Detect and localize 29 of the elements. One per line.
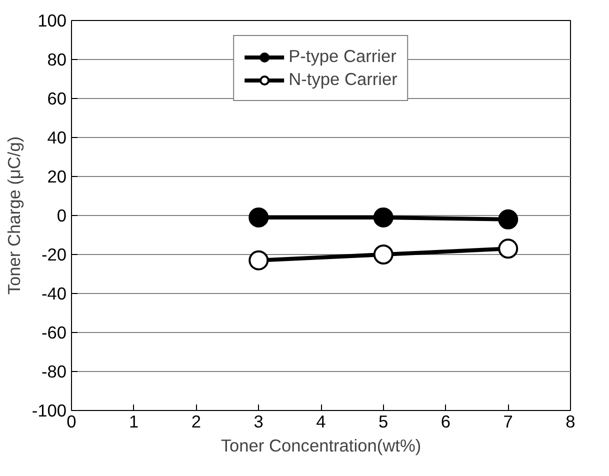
y-tick-label: -100 — [32, 400, 67, 420]
y-tick-label: -40 — [41, 284, 66, 304]
legend-label: N-type Carrier — [288, 69, 398, 90]
point — [248, 250, 269, 270]
x-axis-title: Toner Concentration(wt%) — [220, 436, 422, 456]
y-tick-label: 80 — [47, 50, 67, 70]
legend-label: P-type Carrier — [288, 46, 396, 67]
point — [248, 207, 269, 228]
x-tick-label: 6 — [440, 412, 451, 432]
y-tick-label: 100 — [38, 10, 67, 30]
x-tick-label: 3 — [254, 412, 264, 432]
x-tick-label: 1 — [129, 412, 139, 432]
point — [498, 209, 518, 230]
y-tick-label: -80 — [41, 362, 66, 382]
point — [373, 207, 394, 228]
y-tick-label: -60 — [41, 322, 66, 342]
y-tick-label: 0 — [56, 206, 67, 226]
point — [373, 244, 394, 264]
x-tick-label: 4 — [316, 412, 326, 432]
y-axis-title: Toner Charge (μC/g) — [4, 136, 24, 295]
y-tick-label: 40 — [47, 128, 67, 148]
y-tick-label: -20 — [41, 244, 66, 264]
y-tick-label: 20 — [47, 166, 67, 186]
y-tick-label: 60 — [47, 88, 67, 108]
point — [498, 238, 518, 259]
x-tick-label: 2 — [191, 412, 202, 432]
x-tick-label: 7 — [503, 412, 513, 432]
x-tick-label: 5 — [378, 412, 388, 432]
x-tick-label: 8 — [566, 412, 576, 432]
